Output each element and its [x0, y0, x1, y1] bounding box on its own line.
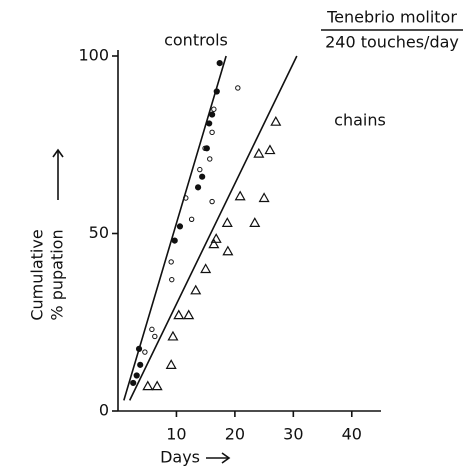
point: [213, 88, 220, 95]
annotation: controls: [164, 31, 228, 50]
point: [135, 345, 143, 352]
point: [209, 129, 215, 136]
point: [216, 60, 223, 67]
point: [183, 309, 195, 320]
point: [208, 238, 220, 249]
point: [188, 216, 195, 223]
point: [169, 276, 175, 283]
point: [264, 144, 276, 155]
point: [222, 245, 234, 256]
point: [167, 330, 179, 341]
point: [152, 333, 158, 340]
y-axis-label: % pupation: [48, 229, 67, 320]
point: [130, 379, 137, 387]
point: [253, 147, 265, 158]
point: [207, 156, 213, 162]
x-tick-label: 40: [342, 425, 362, 444]
point: [235, 85, 241, 91]
point: [142, 380, 154, 391]
point: [190, 284, 202, 295]
point: [173, 309, 185, 320]
point: [199, 173, 206, 180]
x-arrow-head: [221, 452, 231, 464]
point: [142, 349, 148, 355]
point: [165, 359, 177, 369]
point: [208, 111, 216, 118]
x-tick-label: 20: [225, 425, 245, 444]
point: [151, 380, 163, 391]
y-axis-label: Cumulative: [28, 229, 47, 320]
point: [210, 233, 222, 243]
point: [206, 120, 213, 127]
point: [211, 106, 217, 112]
point: [183, 195, 189, 201]
point: [149, 326, 155, 333]
point: [176, 223, 184, 230]
fit-line: [123, 55, 227, 401]
point: [258, 192, 270, 203]
point: [197, 166, 203, 173]
y-tick-label: 100: [78, 46, 109, 65]
point: [202, 145, 208, 152]
point: [200, 263, 212, 274]
point: [270, 115, 282, 126]
point: [133, 372, 140, 379]
chart-title: Tenebrio molitor: [326, 8, 457, 27]
fit-line: [128, 55, 298, 401]
annotation: chains: [334, 111, 386, 130]
point: [209, 198, 215, 205]
y-tick-label: 50: [89, 223, 109, 242]
chart-subtitle: 240 touches/day: [325, 33, 459, 52]
point: [171, 237, 178, 244]
y-tick-label: 0: [99, 401, 109, 420]
point: [249, 217, 261, 227]
x-tick-label: 30: [283, 425, 303, 444]
point: [234, 190, 246, 201]
point: [221, 217, 233, 227]
x-tick-label: 10: [166, 425, 186, 444]
point: [168, 259, 174, 265]
x-axis-label: Days: [160, 448, 200, 467]
point: [194, 184, 202, 191]
point: [137, 361, 144, 368]
y-arrow-head: [52, 148, 64, 158]
